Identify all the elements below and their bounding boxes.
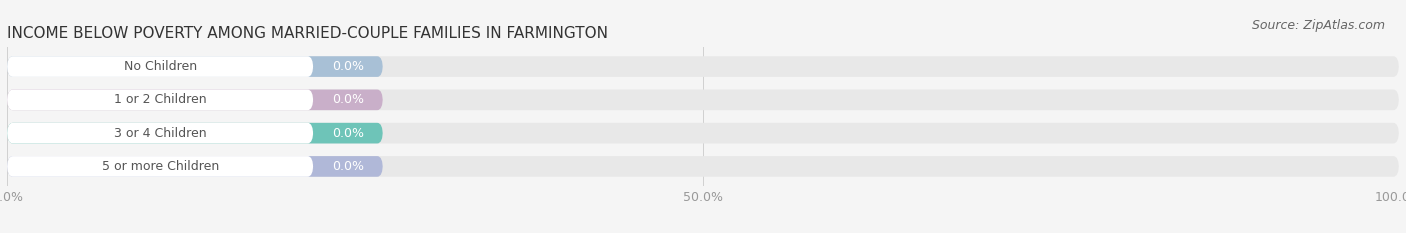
Text: No Children: No Children (124, 60, 197, 73)
Text: 3 or 4 Children: 3 or 4 Children (114, 127, 207, 140)
FancyBboxPatch shape (7, 56, 314, 77)
FancyBboxPatch shape (7, 156, 314, 177)
Text: Source: ZipAtlas.com: Source: ZipAtlas.com (1251, 19, 1385, 32)
FancyBboxPatch shape (7, 156, 382, 177)
FancyBboxPatch shape (7, 89, 382, 110)
FancyBboxPatch shape (7, 123, 314, 144)
Text: 5 or more Children: 5 or more Children (101, 160, 219, 173)
Text: 0.0%: 0.0% (332, 93, 364, 106)
Text: 0.0%: 0.0% (332, 160, 364, 173)
FancyBboxPatch shape (7, 56, 1399, 77)
Text: INCOME BELOW POVERTY AMONG MARRIED-COUPLE FAMILIES IN FARMINGTON: INCOME BELOW POVERTY AMONG MARRIED-COUPL… (7, 26, 607, 41)
FancyBboxPatch shape (7, 123, 1399, 144)
Text: 0.0%: 0.0% (332, 60, 364, 73)
FancyBboxPatch shape (7, 89, 314, 110)
FancyBboxPatch shape (7, 123, 382, 144)
FancyBboxPatch shape (7, 56, 382, 77)
Text: 1 or 2 Children: 1 or 2 Children (114, 93, 207, 106)
Text: 0.0%: 0.0% (332, 127, 364, 140)
FancyBboxPatch shape (7, 89, 1399, 110)
FancyBboxPatch shape (7, 156, 1399, 177)
